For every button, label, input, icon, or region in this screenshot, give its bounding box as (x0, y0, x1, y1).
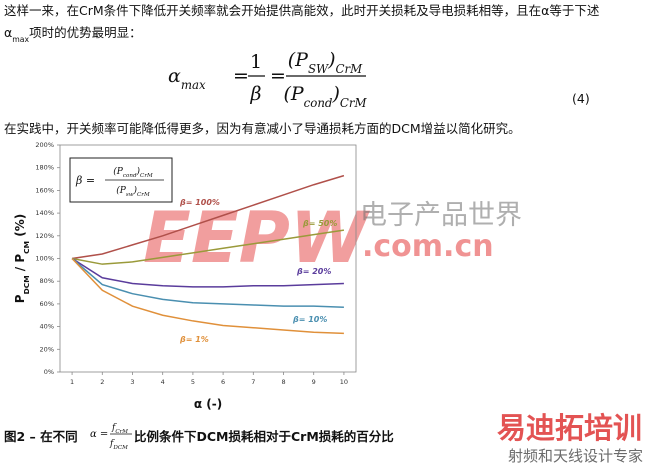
inset-beta: β = (75, 174, 95, 187)
text-part: max (12, 35, 29, 44)
equation-beta: β (250, 83, 262, 105)
y-tick-label: 180% (35, 164, 54, 172)
text-part: cond (304, 96, 333, 110)
series-line (71, 257, 344, 335)
text-part: ) (136, 166, 141, 177)
equation-one: 1 (250, 51, 262, 73)
equation-number: (4) (572, 91, 590, 106)
series-label: β= 10% (292, 315, 327, 324)
text-part: DCM (22, 275, 31, 294)
caption-fnum: fCrM (111, 423, 128, 435)
text-part: (P (116, 185, 127, 196)
x-tick-label: 8 (281, 378, 285, 386)
watermark-tagline: 射频和天线设计专家 (508, 447, 643, 465)
text-part: (P (283, 83, 304, 105)
text-part: (P (288, 49, 309, 71)
y-tick-label: 100% (35, 255, 54, 263)
x-tick-label: 2 (100, 378, 104, 386)
text-part: / P (13, 254, 27, 276)
series-label: β= 1% (179, 335, 209, 344)
series-line (71, 229, 345, 265)
x-tick-label: 4 (161, 378, 165, 386)
y-tick-label: 80% (40, 277, 54, 285)
text-part: CrM (115, 429, 128, 435)
caption-text: 比例条件下DCM损耗相对于CrM损耗的百分比 (134, 429, 394, 444)
caption-label: 图2 – 在不同 (4, 429, 78, 444)
text-part: ) (133, 185, 138, 196)
text-part: CrM (336, 62, 364, 76)
paragraph: 在实践中，开关频率可能降低得更多，因为有意减小了导通损耗方面的DCM增益以简化研… (4, 121, 521, 136)
x-tick-label: 3 (130, 378, 134, 386)
inset-num: (Pcond)CrM (113, 166, 153, 179)
text-part: (%) (13, 214, 27, 241)
text-part: max (181, 78, 206, 92)
equation-equals: = (270, 65, 286, 87)
watermark-eepw: EEPW (143, 197, 371, 279)
y-tick-label: 160% (35, 186, 54, 194)
text-part: 项时的优势最明显： (29, 25, 142, 40)
text-part: ) (327, 49, 335, 71)
x-tick-label: 7 (251, 378, 255, 386)
series-label: β= 100% (179, 198, 220, 207)
x-tick-label: 9 (312, 378, 316, 386)
text-part: CrM (137, 192, 150, 198)
equation-den: (Pcond)CrM (283, 83, 367, 110)
x-tick-label: 5 (191, 378, 195, 386)
y-tick-label: 200% (35, 141, 54, 149)
text-part: (P (113, 166, 124, 177)
text-part: sw (126, 192, 134, 198)
series-line (71, 257, 344, 288)
series-label: β= 20% (296, 267, 331, 276)
y-tick-label: 140% (35, 209, 54, 217)
series-label: β= 50% (302, 219, 337, 228)
caption-alpha: α = (90, 429, 108, 440)
paragraph-line: 这样一来，在CrM条件下降低开关频率就会开始提供高能效，此时开关损耗及导电损耗相… (4, 3, 600, 18)
text-part: f (111, 423, 117, 433)
text-part: CrM (340, 96, 368, 110)
text-part: cond (123, 173, 137, 179)
equation-equals: = (233, 65, 249, 87)
series-line (71, 257, 344, 309)
text-part: α (4, 25, 12, 40)
text-part: f (109, 439, 115, 449)
caption-fden: fDCM (109, 439, 128, 451)
watermark-domain: .com.cn (362, 229, 494, 264)
y-tick-label: 40% (40, 323, 54, 331)
y-tick-label: 120% (35, 232, 54, 240)
text-part: ) (331, 83, 339, 105)
x-tick-label: 6 (221, 378, 225, 386)
text-part: CM (22, 241, 31, 254)
y-tick-label: 20% (40, 345, 54, 353)
text-part: α (168, 65, 181, 87)
x-tick-label: 1 (70, 378, 74, 386)
equation-num: (PSW)CrM (288, 49, 363, 76)
equation-lhs: αmax (168, 65, 206, 92)
x-tick-label: 10 (340, 378, 348, 386)
watermark-cn: 电子产品世界 (360, 200, 522, 231)
y-axis-label: PDCM / PCM (%) (13, 214, 31, 303)
paragraph-line: αmax项时的优势最明显： (4, 25, 142, 44)
text-part: SW (308, 62, 329, 76)
y-tick-label: 60% (40, 300, 54, 308)
watermark-brand: 易迪拓培训 (497, 411, 642, 445)
y-tick-label: 0% (44, 368, 54, 376)
inset-den: (Psw)CrM (116, 185, 150, 198)
text-part: DCM (112, 445, 128, 451)
series-line (71, 174, 345, 260)
text-part: P (13, 294, 27, 303)
x-axis-label: α (-) (194, 397, 222, 411)
text-part: CrM (140, 173, 153, 179)
